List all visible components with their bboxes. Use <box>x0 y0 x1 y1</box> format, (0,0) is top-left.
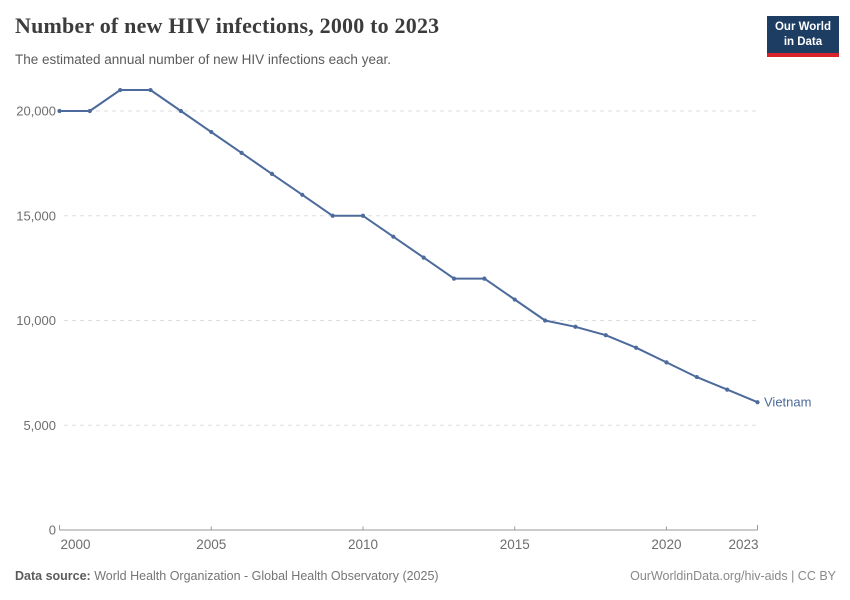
data-point-2013[interactable] <box>451 276 457 281</box>
data-point-2009[interactable] <box>330 213 335 218</box>
data-point-2003[interactable] <box>148 87 153 93</box>
x-tick-label-2020: 2020 <box>651 537 681 552</box>
y-tick-label-10000: 10,000 <box>16 313 56 328</box>
y-tick-label-5000: 5,000 <box>23 418 56 433</box>
x-tick-label-2023: 2023 <box>728 537 758 552</box>
data-point-2000[interactable] <box>57 108 62 114</box>
data-point-2014[interactable] <box>482 276 487 281</box>
owid-logo-line1: Our World <box>774 21 831 33</box>
owid-logo-line2: in Data <box>783 35 823 48</box>
y-tick-label-15000: 15,000 <box>16 208 56 223</box>
data-point-2007[interactable] <box>269 171 275 176</box>
data-point-2001[interactable] <box>87 108 92 114</box>
data-point-2019[interactable] <box>634 345 639 350</box>
page-title: Number of new HIV infections, 2000 to 20… <box>15 13 440 38</box>
data-point-2020[interactable] <box>664 360 669 365</box>
data-point-2012[interactable] <box>421 255 426 260</box>
data-point-2021[interactable] <box>694 374 699 380</box>
data-source-label: Data source: <box>15 569 91 583</box>
data-point-2023[interactable] <box>755 400 760 405</box>
page-subtitle: The estimated annual number of new HIV i… <box>15 52 391 67</box>
data-source-note: Data source: World Health Organization -… <box>15 569 439 583</box>
y-tick-label-0: 0 <box>49 523 56 538</box>
data-point-2006[interactable] <box>239 150 244 155</box>
data-point-2016[interactable] <box>542 318 548 323</box>
entity-label-vietnam[interactable]: Vietnam <box>764 395 811 410</box>
x-axis <box>59 525 758 531</box>
data-point-2005[interactable] <box>209 129 214 135</box>
line-chart-canvas[interactable]: 0 5,000 10,000 15,000 20,000 2000 2005 2010 2015… <box>0 0 850 560</box>
data-point-2008[interactable] <box>300 192 305 197</box>
vietnam-data-line <box>58 89 759 404</box>
data-point-2022[interactable] <box>725 387 730 392</box>
data-point-2010[interactable] <box>360 213 366 218</box>
data-point-2002[interactable] <box>118 87 123 93</box>
data-point-markers <box>57 87 760 405</box>
data-point-2011[interactable] <box>391 234 396 239</box>
x-tick-label-2010: 2010 <box>348 537 378 552</box>
y-gridlines <box>64 110 758 426</box>
data-point-2018[interactable] <box>603 333 608 338</box>
data-source-text: World Health Organization - Global Healt… <box>90 569 439 583</box>
x-tick-label-2015: 2015 <box>500 537 530 552</box>
x-axis-labels: 2000 2005 2010 2015 2020 2023 <box>61 537 759 552</box>
data-point-2015[interactable] <box>512 297 517 302</box>
y-tick-label-20000: 20,000 <box>16 104 56 119</box>
owid-logo: Our World in Data <box>766 16 839 57</box>
chart-footer: Data source: World Health Organization -… <box>15 569 836 583</box>
data-point-2004[interactable] <box>178 108 183 114</box>
x-tick-label-2000: 2000 <box>61 537 91 552</box>
y-axis-labels: 0 5,000 10,000 15,000 20,000 <box>16 104 56 538</box>
owid-citation-link[interactable]: OurWorldinData.org/hiv-aids | CC BY <box>630 569 836 583</box>
x-tick-label-2005: 2005 <box>196 537 226 552</box>
data-point-2017[interactable] <box>573 324 578 329</box>
